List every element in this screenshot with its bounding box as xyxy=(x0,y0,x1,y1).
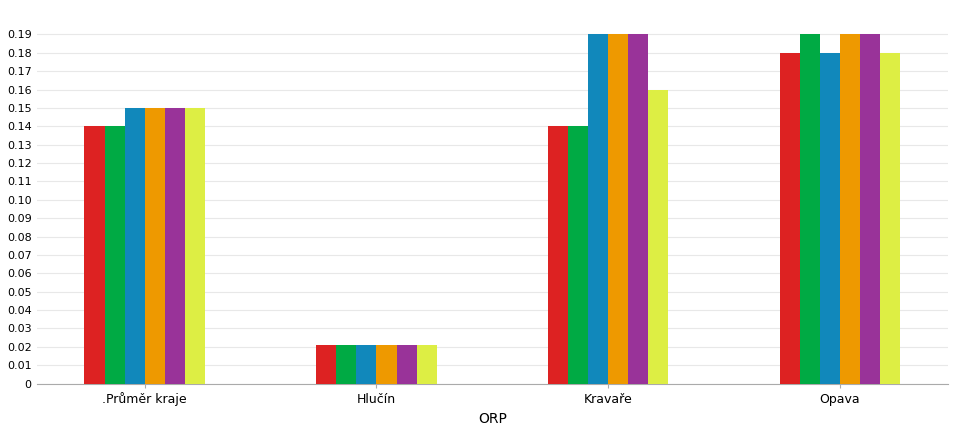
Bar xyxy=(104,126,124,384)
Bar xyxy=(648,90,668,384)
Bar xyxy=(356,345,376,384)
Bar xyxy=(779,53,799,384)
Bar xyxy=(860,35,881,384)
Bar xyxy=(799,35,819,384)
Bar xyxy=(124,108,145,384)
Bar xyxy=(881,53,901,384)
Bar xyxy=(608,35,628,384)
Bar xyxy=(145,108,165,384)
X-axis label: ORP: ORP xyxy=(478,412,507,426)
Bar xyxy=(396,345,416,384)
Bar xyxy=(185,108,205,384)
Bar xyxy=(376,345,396,384)
Bar xyxy=(628,35,648,384)
Bar xyxy=(316,345,336,384)
Bar xyxy=(819,53,839,384)
Bar xyxy=(165,108,185,384)
Bar xyxy=(548,126,568,384)
Bar xyxy=(416,345,436,384)
Bar xyxy=(588,35,608,384)
Bar xyxy=(336,345,356,384)
Bar xyxy=(568,126,588,384)
Bar xyxy=(84,126,104,384)
Bar xyxy=(839,35,860,384)
